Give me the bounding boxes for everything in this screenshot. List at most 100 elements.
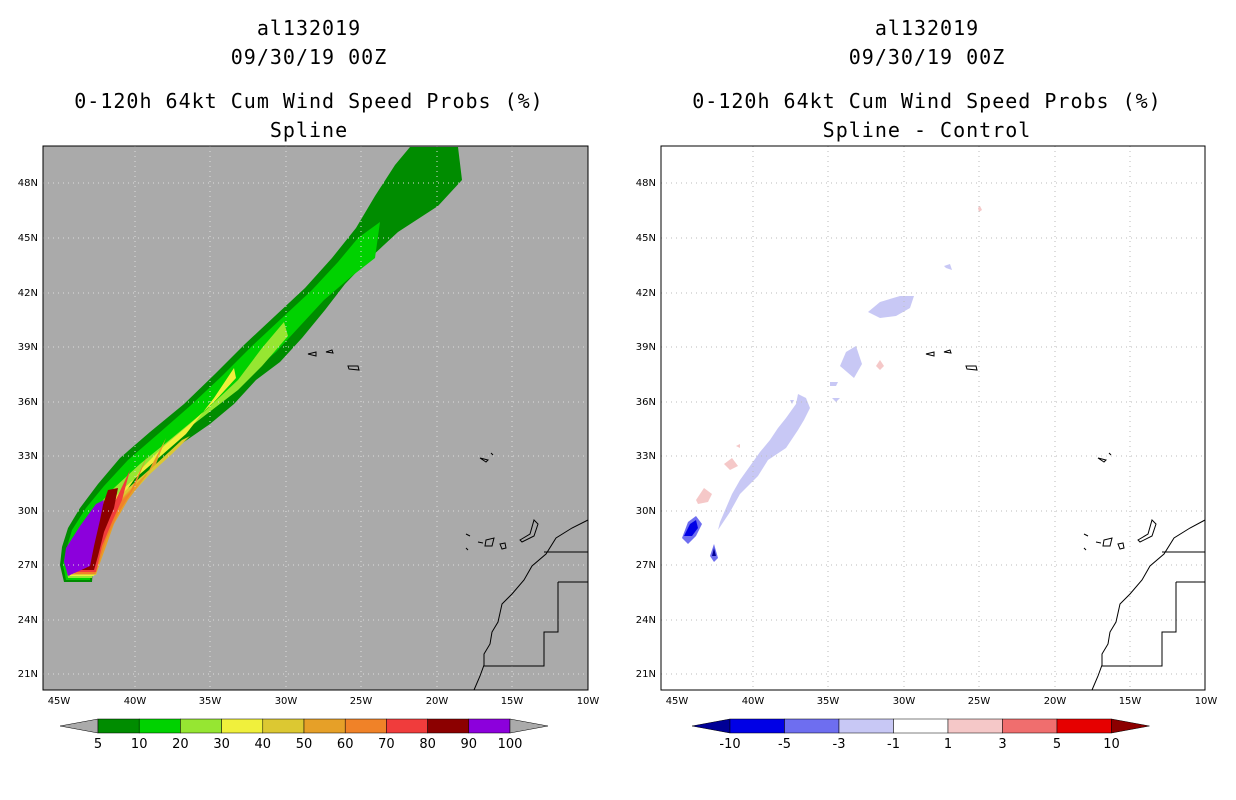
diff-blue-light-3	[868, 296, 914, 318]
african-coastline	[473, 519, 589, 691]
african-border	[484, 551, 588, 667]
swath-90pct	[64, 500, 104, 576]
lat-label: 39N	[18, 342, 38, 353]
lon-label: 35W	[817, 696, 840, 707]
lat-label: 36N	[636, 397, 656, 408]
left-map-svg: 48N 45N 42N 39N 36N 33N 30N 27N 24N 21N 45W 40W 35W…	[18, 145, 600, 752]
right-gridlines	[661, 146, 1205, 690]
diff-pink-3	[736, 444, 740, 448]
lat-label: 27N	[18, 560, 38, 571]
colorbar-label: 3	[998, 737, 1006, 752]
left-gridlines	[43, 146, 588, 690]
lat-label: 24N	[18, 615, 38, 626]
lat-label: 33N	[636, 451, 656, 462]
colorbar-label: 50	[296, 737, 313, 752]
colorbar-cell	[138, 718, 181, 734]
lon-label: 10W	[1195, 696, 1218, 707]
lon-label: 45W	[48, 696, 71, 707]
right-map-background	[661, 146, 1205, 690]
colorbar-over-arrow	[509, 718, 549, 734]
colorbar-cell	[784, 718, 840, 734]
colorbar-label: 80	[419, 737, 436, 752]
right-coastlines	[925, 349, 1206, 691]
diff-blue-light-5	[832, 398, 840, 402]
lon-label: 25W	[968, 696, 991, 707]
lon-label: 40W	[742, 696, 765, 707]
colorbar-cell	[729, 718, 785, 734]
colorbar-label: -10	[719, 737, 740, 752]
colorbar-over-arrow	[1111, 718, 1150, 734]
diff-blue-dark	[684, 520, 698, 536]
right-product-title: 0-120h 64kt Cum Wind Speed Probs (%)	[692, 89, 1162, 113]
right-datetime: 09/30/19 00Z	[848, 45, 1006, 69]
colorbar-cell	[1002, 718, 1058, 734]
lat-label: 42N	[636, 288, 656, 299]
diff-pink-2	[724, 458, 738, 470]
lat-label: 30N	[636, 506, 656, 517]
left-latitude-labels: 48N 45N 42N 39N 36N 33N 30N 27N 24N 21N	[18, 178, 38, 680]
lat-label: 21N	[636, 669, 656, 680]
colorbar-cell	[1056, 718, 1112, 734]
lat-label: 36N	[18, 397, 38, 408]
colorbar-cell	[344, 718, 387, 734]
azores-islands	[925, 349, 978, 371]
left-coastlines	[307, 349, 589, 691]
right-storm-id: al132019	[874, 16, 980, 40]
lon-label: 15W	[501, 696, 524, 707]
canary-islands	[465, 519, 539, 551]
colorbar-label: -3	[833, 737, 846, 752]
colorbar-label: 70	[378, 737, 395, 752]
madeira-islands	[479, 452, 494, 463]
right-map-svg: 48N 45N 42N 39N 36N 33N 30N 27N 24N 21N 45W 40W 35W…	[636, 145, 1218, 752]
left-datetime: 09/30/19 00Z	[230, 45, 388, 69]
colorbar-label: 30	[213, 737, 230, 752]
left-probability-swath	[60, 147, 462, 582]
colorbar-cell	[893, 718, 949, 734]
lon-label: 10W	[577, 696, 600, 707]
lat-label: 48N	[18, 178, 38, 189]
lon-label: 35W	[199, 696, 222, 707]
left-colorbar: 5 10 20 30 40 50 60 70 80 90 100	[59, 718, 549, 752]
colorbar-label: 1	[944, 737, 952, 752]
colorbar-label: -1	[887, 737, 900, 752]
colorbar-cell	[947, 718, 1003, 734]
colorbar-label: 10	[131, 737, 148, 752]
left-map-panel: al132019 09/30/19 00Z 0-120h 64kt Cum Wi…	[18, 16, 600, 752]
african-coastline	[1091, 519, 1206, 691]
lat-label: 21N	[18, 669, 38, 680]
right-method: Spline - Control	[822, 118, 1032, 142]
colorbar-under-arrow	[691, 718, 731, 734]
colorbar-label: 5	[94, 737, 102, 752]
lon-label: 20W	[1044, 696, 1067, 707]
colorbar-cell	[97, 718, 140, 734]
lat-label: 27N	[636, 560, 656, 571]
madeira-islands	[1097, 452, 1112, 463]
lat-label: 45N	[636, 233, 656, 244]
lon-label: 30W	[893, 696, 916, 707]
colorbar-cell	[427, 718, 470, 734]
lon-label: 45W	[666, 696, 689, 707]
diff-pink-1	[696, 488, 712, 504]
right-map-frame	[660, 145, 1206, 691]
diff-pink-5	[978, 206, 982, 212]
right-longitude-labels: 45W 40W 35W 30W 25W 20W 15W 10W	[666, 696, 1218, 707]
colorbar-under-arrow	[59, 718, 99, 734]
colorbar-cell	[468, 718, 511, 734]
swath-20pct	[66, 322, 288, 578]
colorbar-cell	[221, 718, 264, 734]
right-map-panel: al132019 09/30/19 00Z 0-120h 64kt Cum Wi…	[618, 0, 1236, 800]
diff-pink-4	[876, 360, 884, 370]
azores-islands	[307, 349, 360, 371]
left-longitude-labels: 45W 40W 35W 30W 25W 20W 15W 10W	[48, 696, 600, 707]
lat-label: 42N	[18, 288, 38, 299]
right-latitude-labels: 48N 45N 42N 39N 36N 33N 30N 27N 24N 21N	[636, 178, 656, 680]
left-map-background	[43, 146, 588, 690]
lat-label: 39N	[636, 342, 656, 353]
colorbar-cell	[838, 718, 894, 734]
diff-blue-dark-2	[712, 548, 716, 556]
left-storm-id: al132019	[256, 16, 362, 40]
colorbar-cell	[262, 718, 305, 734]
right-difference-field	[682, 206, 982, 562]
left-method: Spline	[269, 118, 349, 142]
left-map-frame	[42, 145, 589, 691]
